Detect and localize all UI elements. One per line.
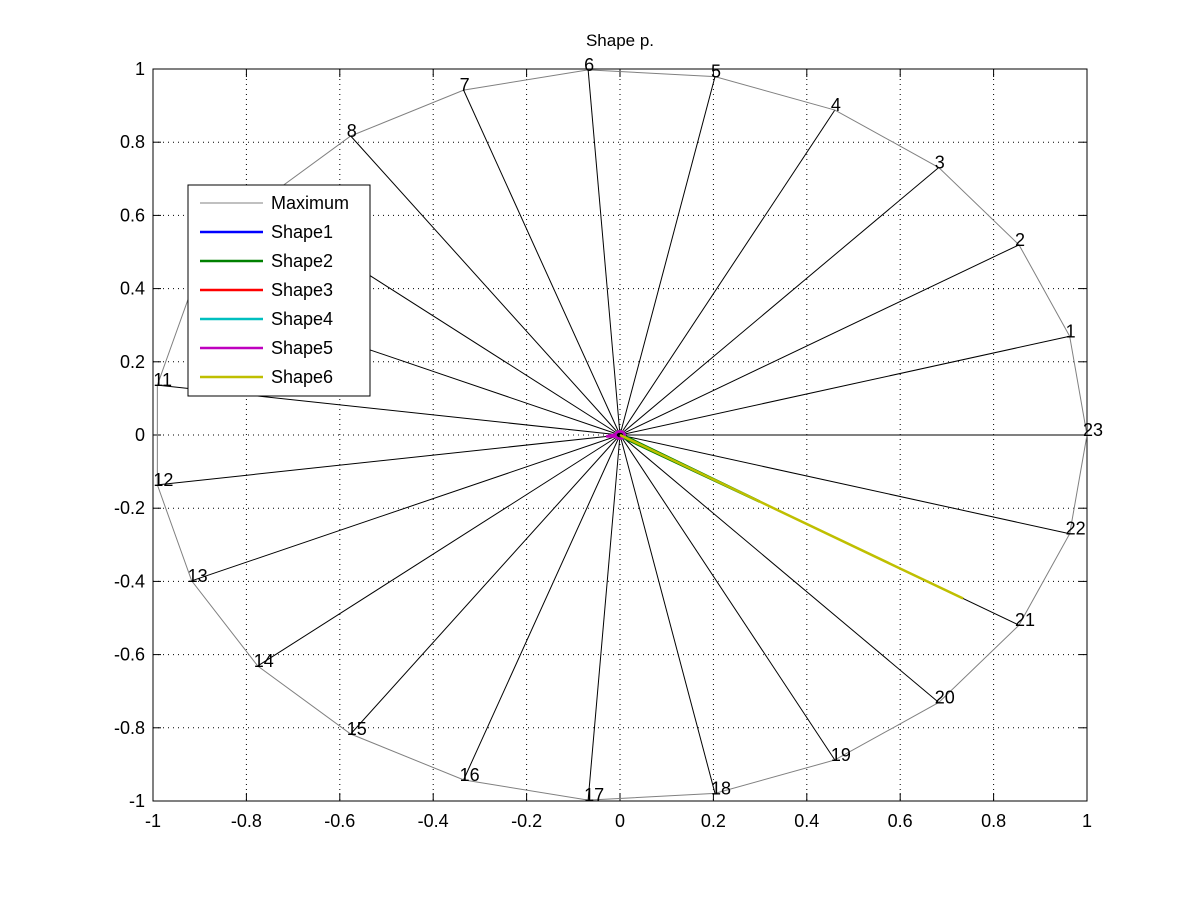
x-tick-label: 0.8 xyxy=(981,811,1006,831)
x-tick-label: -0.4 xyxy=(418,811,449,831)
x-tick-label: -0.8 xyxy=(231,811,262,831)
category-label: 13 xyxy=(188,566,208,586)
y-tick-label: 0.6 xyxy=(120,205,145,225)
spoke xyxy=(619,434,940,703)
x-tick-label: -1 xyxy=(145,811,161,831)
spoke xyxy=(619,434,716,794)
category-label: 14 xyxy=(254,651,274,671)
spoke xyxy=(587,69,621,436)
category-label: 22 xyxy=(1066,519,1086,539)
x-tick-label: 0.4 xyxy=(794,811,819,831)
spoke xyxy=(619,109,836,436)
spoke xyxy=(587,434,621,801)
category-label: 16 xyxy=(460,765,480,785)
spoke xyxy=(257,434,621,667)
series-line xyxy=(619,433,964,600)
spoke xyxy=(157,434,621,486)
y-tick-label: 0 xyxy=(135,425,145,445)
legend-label: Shape3 xyxy=(271,280,333,300)
spoke xyxy=(350,135,621,436)
spoke xyxy=(619,76,716,436)
x-tick-label: -0.6 xyxy=(324,811,355,831)
legend-label: Maximum xyxy=(271,193,349,213)
y-tick-label: -0.4 xyxy=(114,571,145,591)
category-label: 2 xyxy=(1015,230,1025,250)
y-tick-label: -0.6 xyxy=(114,645,145,665)
y-tick-label: 0.4 xyxy=(120,279,145,299)
category-label: 6 xyxy=(584,55,594,75)
series-line xyxy=(156,69,1088,801)
spoke xyxy=(619,167,940,436)
x-tick-label: 1 xyxy=(1082,811,1092,831)
spoke xyxy=(619,434,836,761)
legend: Maximum Shape1 Shape2 Shape3 Shape4 Shape5 Sha… xyxy=(187,184,371,397)
category-label: 23 xyxy=(1083,420,1103,440)
legend-label: Shape6 xyxy=(271,367,333,387)
spoke xyxy=(463,434,621,781)
spoke xyxy=(619,434,1070,535)
category-label: 12 xyxy=(153,470,173,490)
x-tick-label: 0 xyxy=(615,811,625,831)
x-tick-label: -0.2 xyxy=(511,811,542,831)
x-tick-label: 0.2 xyxy=(701,811,726,831)
y-tick-label: 0.8 xyxy=(120,132,145,152)
y-tick-label: -0.8 xyxy=(114,718,145,738)
y-tick-label: -1 xyxy=(129,791,145,811)
x-tick-label: 0.6 xyxy=(888,811,913,831)
category-label: 1 xyxy=(1066,321,1076,341)
category-label: 20 xyxy=(935,687,955,707)
category-label: 5 xyxy=(711,62,721,82)
category-label: 11 xyxy=(153,370,172,390)
category-label: 3 xyxy=(935,153,945,173)
spoke xyxy=(350,434,621,735)
category-label: 18 xyxy=(711,778,731,798)
chart-title: Shape p. xyxy=(586,31,654,50)
category-label: 19 xyxy=(831,745,851,765)
legend-label: Shape5 xyxy=(271,338,333,358)
category-label: 7 xyxy=(460,75,470,95)
category-label: 4 xyxy=(831,95,841,115)
legend-label: Shape2 xyxy=(271,251,333,271)
category-label: 8 xyxy=(347,121,357,141)
spoke xyxy=(191,434,621,582)
category-label: 15 xyxy=(347,719,367,739)
spoke xyxy=(619,244,1020,436)
legend-label: Shape1 xyxy=(271,222,333,242)
spoke xyxy=(463,89,621,436)
y-tick-label: -0.2 xyxy=(114,498,145,518)
y-tick-label: 1 xyxy=(135,59,145,79)
spoke xyxy=(619,335,1070,436)
y-tick-label: 0.2 xyxy=(120,352,145,372)
legend-label: Shape4 xyxy=(271,309,333,329)
category-label: 17 xyxy=(584,785,604,805)
category-label: 21 xyxy=(1015,610,1035,630)
